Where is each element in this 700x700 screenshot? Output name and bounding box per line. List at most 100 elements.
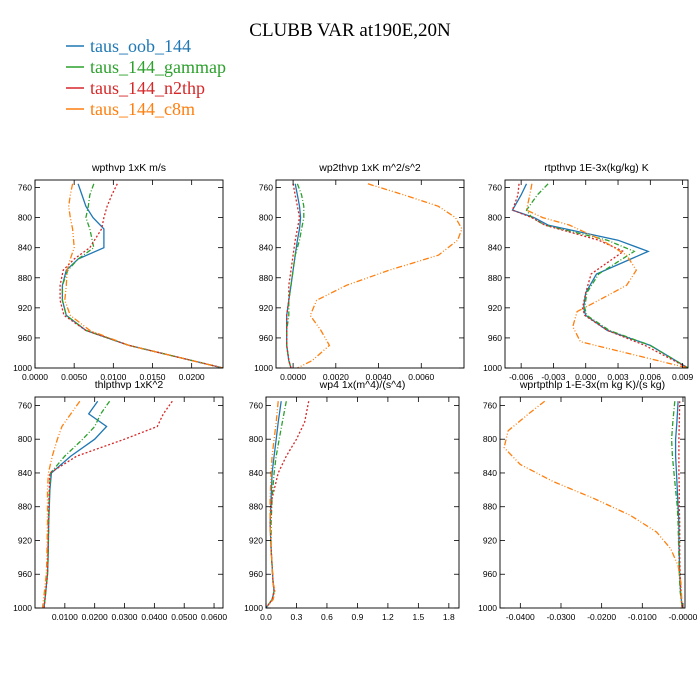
x-tick-label: -0.006: [509, 372, 533, 382]
y-tick-label: 1000: [13, 363, 32, 373]
x-tick-label: 0.000: [575, 372, 597, 382]
y-tick-label: 920: [18, 535, 32, 545]
x-tick-label: 0.6: [321, 612, 333, 622]
series-line-taus_144_c8m: [525, 183, 688, 368]
x-tick-label: 0.0100: [100, 372, 126, 382]
x-tick-label: 0.0100: [52, 612, 78, 622]
x-tick-label: 0.9: [352, 612, 364, 622]
series-line-taus_oob_144: [286, 183, 302, 368]
x-tick-label: 0.0060: [408, 372, 434, 382]
series-line-taus_144_gammap: [670, 401, 683, 608]
figure-title: CLUBB VAR at190E,20N: [249, 20, 451, 41]
x-tick-label: 0.3: [291, 612, 303, 622]
x-tick-label: 0.0040: [366, 372, 392, 382]
y-tick-label: 960: [18, 333, 32, 343]
y-tick-label: 960: [18, 569, 32, 579]
y-tick-label: 800: [249, 434, 263, 444]
panel-frame: [34, 396, 224, 609]
series-line-taus_144_n2thp: [266, 401, 310, 608]
x-tick-label: 0.0400: [141, 612, 167, 622]
y-tick-label: 960: [249, 569, 263, 579]
panel-title: rtpthvp 1E-3x(kg/kg) K: [544, 162, 648, 174]
x-tick-label: -0.0100: [628, 612, 657, 622]
x-tick-label: 1.2: [382, 612, 394, 622]
y-tick-label: 880: [18, 273, 32, 283]
y-tick-label: 880: [259, 273, 273, 283]
y-tick-label: 920: [488, 303, 502, 313]
y-tick-label: 1000: [244, 603, 263, 613]
series-line-taus_144_gammap: [43, 400, 111, 608]
panel-frame: [265, 396, 460, 609]
panels: wpthvp 1xK m/s76080084088092096010000.00…: [13, 162, 698, 622]
legend-label-taus_144_n2thp: taus_144_n2thp: [90, 78, 205, 98]
y-tick-label: 880: [18, 502, 32, 512]
x-tick-label: 0.0600: [201, 612, 227, 622]
y-tick-label: 1000: [478, 603, 497, 613]
x-tick-label: -0.0200: [587, 612, 616, 622]
panel-3: rtpthvp 1E-3x(kg/kg) K 760 800 840 880 920 960…: [483, 162, 693, 382]
legend: taus_oob_144taus_144_gammaptaus_144_n2th…: [66, 36, 226, 119]
y-tick-label: 920: [249, 535, 263, 545]
y-tick-label: 840: [259, 243, 273, 253]
series-line-taus_144_gammap: [266, 401, 287, 608]
y-tick-label: 840: [18, 468, 32, 478]
series-line-taus_144_gammap: [286, 183, 305, 368]
panel-4: thlpthvp 1xK^2 760 800 840 880 920 960 1000 0.01…: [13, 379, 227, 622]
series-line-taus_144_n2thp: [43, 400, 173, 608]
series-line-taus_oob_144: [266, 401, 282, 608]
panel-title: thlpthvp 1xK^2: [95, 379, 164, 391]
y-tick-label: 960: [488, 333, 502, 343]
legend-label-taus_oob_144: taus_oob_144: [90, 36, 191, 56]
x-tick-label: 0.0300: [112, 612, 138, 622]
x-tick-label: -0.003: [541, 372, 565, 382]
y-tick-label: 960: [483, 569, 497, 579]
panel-title: wpthvp 1xK m/s: [91, 162, 166, 174]
panel-title: wp4 1x(m^4)/(s^4): [319, 379, 406, 391]
y-tick-label: 760: [18, 400, 32, 410]
y-tick-label: 880: [483, 502, 497, 512]
y-tick-label: 760: [259, 183, 273, 193]
series-line-taus_oob_144: [61, 183, 223, 368]
x-tick-label: 0.0000: [280, 372, 306, 382]
x-tick-label: 0.0200: [179, 372, 205, 382]
legend-label-taus_144_gammap: taus_144_gammap: [90, 57, 226, 77]
series-line-taus_144_c8m: [64, 183, 223, 368]
x-tick-label: 0.009: [672, 372, 694, 382]
series-line-taus_144_n2thp: [286, 183, 301, 368]
series-line-taus_144_gammap: [525, 183, 688, 368]
x-tick-label: 0.0500: [171, 612, 197, 622]
y-tick-label: 1000: [254, 363, 273, 373]
y-tick-label: 840: [488, 243, 502, 253]
y-tick-label: 880: [249, 502, 263, 512]
y-tick-label: 840: [249, 468, 263, 478]
y-tick-label: 840: [18, 243, 32, 253]
panel-frame: [499, 396, 686, 609]
series-line-taus_144_c8m: [503, 400, 683, 608]
x-tick-label: 1.5: [412, 612, 424, 622]
series-line-taus_144_c8m: [297, 183, 463, 368]
panel-title: wprtpthlp 1-E-3x(m kg K)/(s kg): [519, 379, 665, 391]
x-tick-label: 0.0050: [61, 372, 87, 382]
panel-title: wp2thvp 1xK m^2/s^2: [318, 162, 421, 174]
y-tick-label: 920: [483, 535, 497, 545]
x-tick-label: 0.0000: [22, 372, 48, 382]
y-tick-label: 800: [259, 213, 273, 223]
y-tick-label: 920: [259, 303, 273, 313]
y-tick-label: 800: [483, 434, 497, 444]
panel-frame: [275, 179, 465, 369]
y-tick-label: 760: [483, 400, 497, 410]
y-tick-label: 760: [18, 183, 32, 193]
y-tick-label: 880: [488, 273, 502, 283]
series-line-taus_144_c8m: [41, 400, 81, 608]
x-tick-label: -0.0000: [669, 612, 698, 622]
panel-6: wprtpthlp 1-E-3x(m kg K)/(s kg) 760 800 840…: [478, 379, 698, 622]
x-tick-label: 1.8: [443, 612, 455, 622]
series-line-taus_oob_144: [43, 400, 108, 608]
panel-5: wp4 1x(m^4)/(s^4)76080084088092096010000…: [244, 379, 460, 622]
y-tick-label: 960: [259, 333, 273, 343]
panel-frame: [504, 179, 689, 369]
series-line-taus_oob_144: [511, 183, 688, 368]
legend-label-taus_144_c8m: taus_144_c8m: [90, 99, 195, 119]
x-tick-label: 0.0: [260, 612, 272, 622]
y-tick-label: 800: [18, 434, 32, 444]
